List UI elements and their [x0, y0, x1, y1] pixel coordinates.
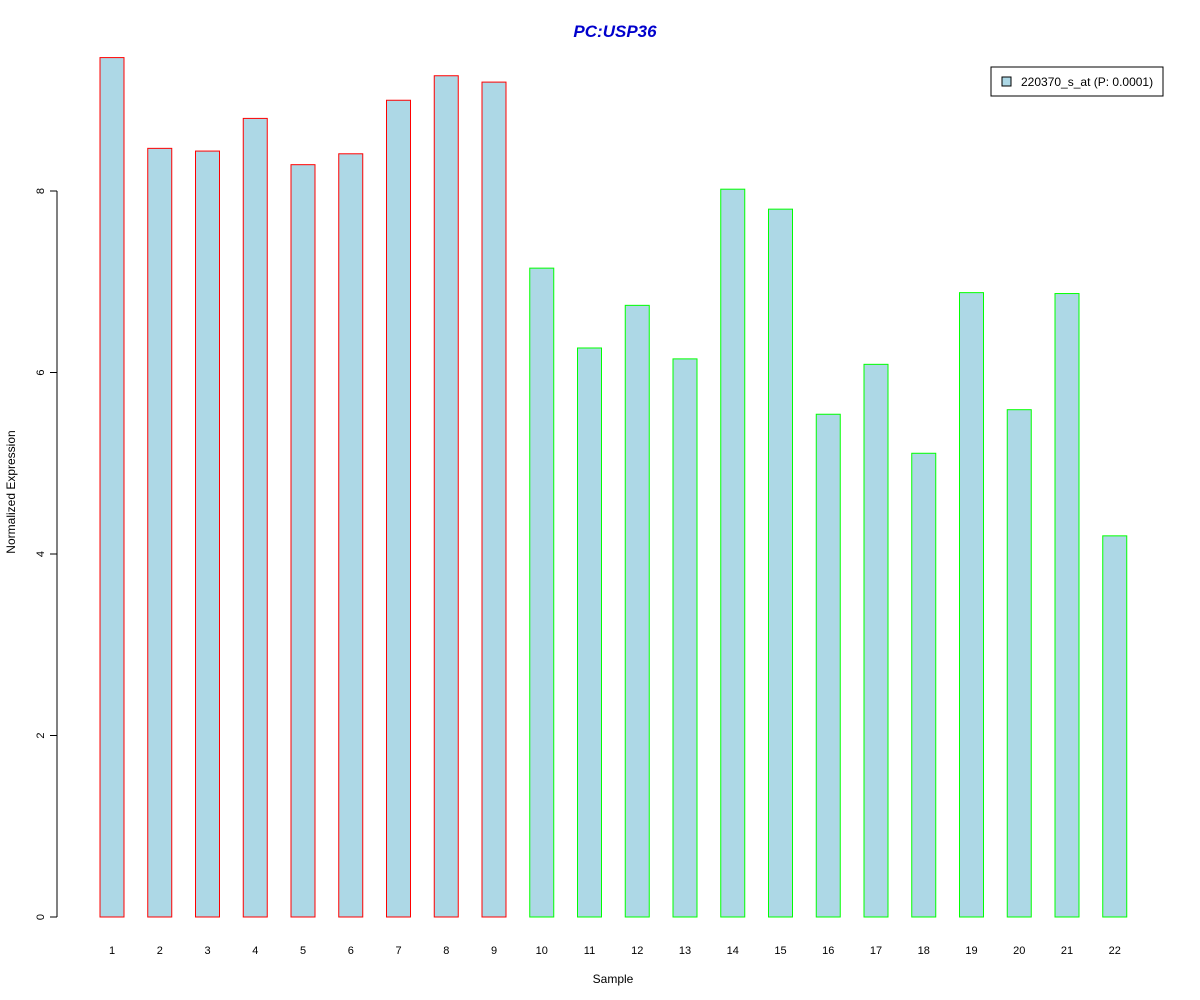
bar-sample-11: [577, 347, 602, 918]
x-tick-label: 22: [1109, 945, 1121, 957]
x-tick-label: 21: [1061, 945, 1073, 957]
bar-sample-21: [1054, 293, 1080, 918]
x-tick-labels: 1 2 3 4 5 6 7 8 9 10 11 12 13 14 15 16 17 18 19 20 21 22: [109, 945, 1121, 957]
x-tick-label: 11: [584, 945, 595, 957]
x-tick-label: 3: [204, 945, 210, 957]
x-tick-label: 1: [109, 945, 115, 957]
bar-sample-8: [433, 75, 459, 918]
x-tick-label: 8: [443, 945, 449, 957]
x-tick-label: 5: [300, 945, 306, 957]
bar-sample-5: [290, 164, 316, 918]
bar-sample-9: [481, 81, 507, 918]
bar-sample-20: [1006, 409, 1032, 918]
legend-entry-label: 220370_s_at (P: 0.0001): [1021, 75, 1153, 89]
x-tick-label: 15: [774, 945, 786, 957]
x-tick-label: 7: [395, 945, 401, 957]
bar-sample-4: [242, 117, 268, 918]
x-tick-label: 9: [491, 945, 497, 957]
bar-sample-18: [911, 452, 937, 918]
bar-sample-22: [1102, 535, 1128, 918]
x-axis-label: Sample: [593, 972, 634, 986]
x-tick-label: 16: [822, 945, 834, 957]
legend: 220370_s_at (P: 0.0001): [990, 66, 1164, 97]
bar-sample-3: [195, 150, 220, 918]
bars: [99, 57, 1128, 918]
y-tick-label: 0: [35, 914, 47, 920]
bar-sample-15: [768, 208, 793, 918]
x-tick-label: 2: [157, 945, 163, 957]
x-tick-label: 6: [348, 945, 354, 957]
chart-title: PC:USP36: [573, 22, 657, 41]
legend-swatch: [1001, 76, 1012, 87]
legend-box: [990, 66, 1164, 97]
bar-sample-1: [99, 57, 125, 918]
x-tick-label: 4: [252, 945, 258, 957]
y-tick-label: 6: [35, 369, 47, 375]
bar-sample-13: [672, 358, 698, 918]
y-ticks: 0 2 4 6 8: [35, 188, 57, 920]
y-tick-label: 8: [35, 188, 47, 194]
bar-sample-19: [959, 292, 984, 918]
bar-sample-10: [529, 267, 555, 918]
y-axis-label: Normalized Expression: [4, 430, 18, 553]
x-tick-label: 18: [918, 945, 930, 957]
x-tick-label: 13: [679, 945, 691, 957]
bar-sample-7: [386, 99, 411, 918]
y-tick-label: 4: [35, 551, 47, 557]
y-tick-label: 2: [35, 732, 47, 738]
bar-sample-12: [624, 304, 650, 918]
x-tick-label: 19: [965, 945, 977, 957]
bar-sample-2: [147, 147, 173, 918]
bar-sample-14: [720, 188, 746, 918]
bar-sample-16: [815, 413, 841, 918]
x-tick-label: 20: [1013, 945, 1025, 957]
x-tick-label: 17: [870, 945, 882, 957]
bar-sample-6: [338, 153, 364, 918]
x-tick-label: 12: [631, 945, 643, 957]
x-tick-label: 10: [536, 945, 548, 957]
bar-sample-17: [863, 363, 889, 918]
x-tick-label: 14: [727, 945, 739, 957]
